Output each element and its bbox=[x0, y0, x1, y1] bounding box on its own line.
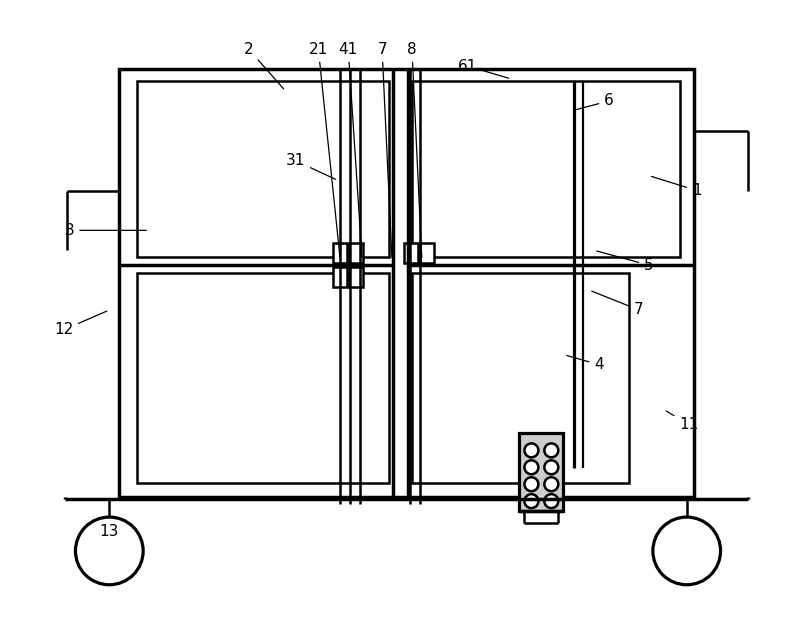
Circle shape bbox=[525, 460, 538, 474]
Bar bbox=[519, 433, 563, 511]
Circle shape bbox=[544, 494, 558, 508]
Circle shape bbox=[544, 460, 558, 474]
Text: 4: 4 bbox=[567, 355, 604, 372]
Bar bbox=[350, 267, 363, 287]
Text: 41: 41 bbox=[338, 42, 362, 257]
Text: 7: 7 bbox=[592, 291, 644, 317]
Text: 6: 6 bbox=[574, 94, 614, 110]
Text: 31: 31 bbox=[286, 153, 336, 179]
Bar bbox=[334, 267, 347, 287]
Circle shape bbox=[525, 477, 538, 491]
Text: 1: 1 bbox=[651, 177, 702, 198]
Circle shape bbox=[525, 443, 538, 458]
Circle shape bbox=[544, 443, 558, 458]
Bar bbox=[334, 243, 347, 264]
Bar bbox=[412, 81, 680, 257]
Circle shape bbox=[544, 477, 558, 491]
Text: 21: 21 bbox=[309, 42, 340, 257]
Text: 8: 8 bbox=[407, 42, 422, 257]
Bar bbox=[119, 69, 694, 497]
Bar bbox=[404, 243, 418, 264]
Text: 2: 2 bbox=[244, 42, 284, 89]
Bar bbox=[137, 273, 389, 483]
Bar bbox=[412, 273, 629, 483]
Text: 11: 11 bbox=[666, 411, 698, 432]
Bar bbox=[420, 243, 434, 264]
Text: 12: 12 bbox=[54, 311, 106, 337]
Bar bbox=[350, 243, 363, 264]
Text: 5: 5 bbox=[597, 251, 654, 273]
Text: 13: 13 bbox=[100, 517, 119, 539]
Text: 7: 7 bbox=[378, 42, 392, 257]
Circle shape bbox=[525, 494, 538, 508]
Bar bbox=[137, 81, 389, 257]
Text: 3: 3 bbox=[65, 223, 146, 238]
Text: 61: 61 bbox=[458, 59, 509, 78]
